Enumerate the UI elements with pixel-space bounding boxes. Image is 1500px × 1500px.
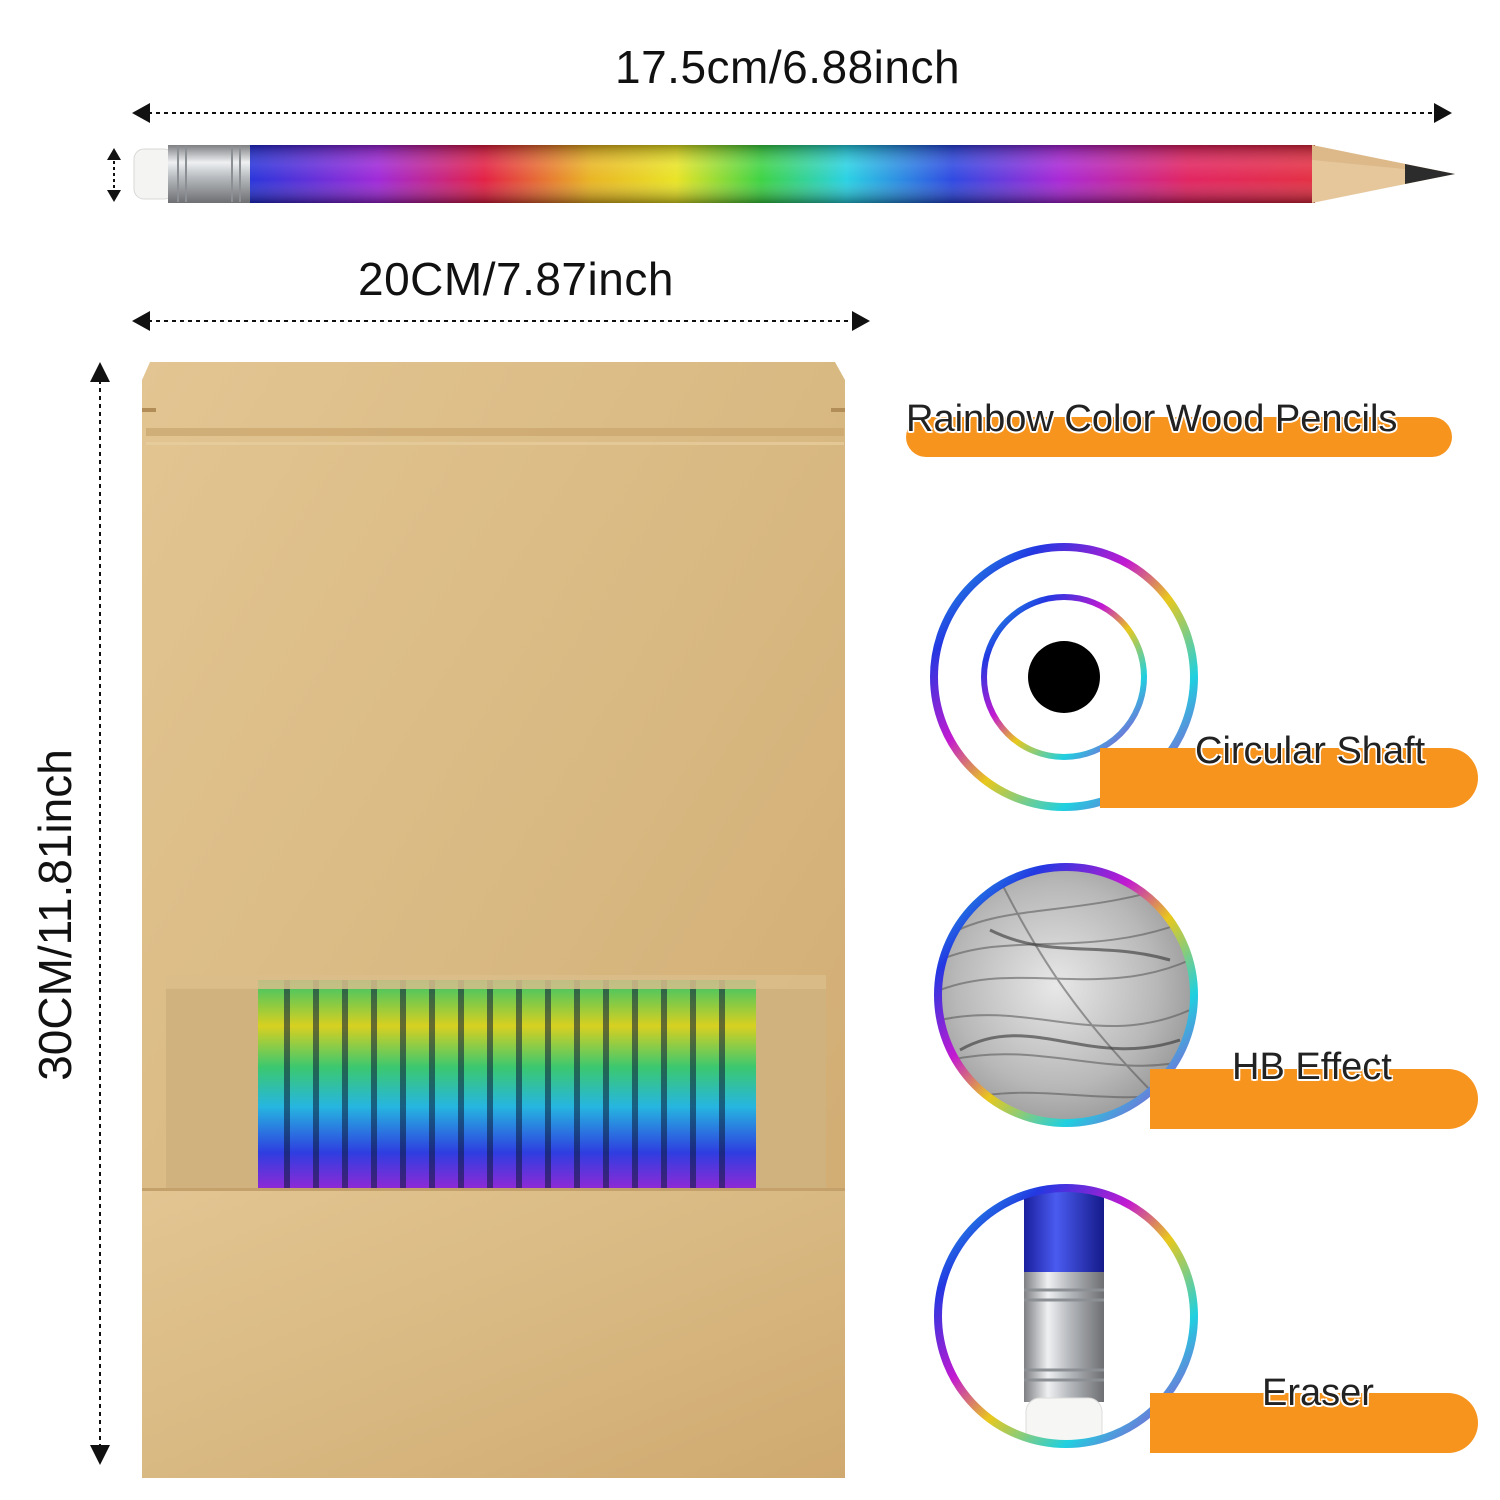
title-highlight-bar (906, 417, 1452, 457)
feature-bar-eraser (1150, 1393, 1478, 1453)
pencils-in-window-icon (258, 980, 756, 1210)
feature-label-eraser: Eraser (1262, 1372, 1374, 1414)
bag-width-dimension-line (132, 311, 870, 331)
bag-height-label: 30CM/11.81inch (29, 749, 81, 1081)
product-title: Rainbow Color Wood Pencils (906, 398, 1398, 440)
pencil-length-dimension-line (132, 103, 1452, 123)
pencil-length-label: 17.5cm/6.88inch (615, 41, 961, 93)
feature-label-hb-effect: HB Effect (1232, 1046, 1392, 1088)
bag-height-dimension-line (90, 362, 110, 1465)
feature-bar-circular-shaft (1100, 748, 1478, 808)
kraft-bag-icon (142, 362, 845, 1478)
circular-shaft-icon (930, 543, 1198, 811)
bag-width-label: 20CM/7.87inch (358, 253, 674, 305)
pencil-diameter-dimension-line (107, 148, 121, 202)
feature-bar-hb-effect (1150, 1069, 1478, 1129)
eraser-closeup-icon (934, 1184, 1198, 1448)
feature-label-circular-shaft: Circular Shaft (1195, 730, 1426, 772)
rainbow-pencil-icon (133, 145, 1455, 203)
